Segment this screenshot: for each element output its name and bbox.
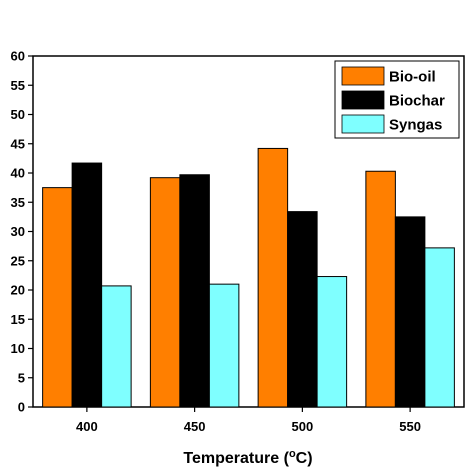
y-tick-label: 20 [11, 283, 25, 298]
bar-syngas-400 [101, 285, 132, 408]
bar-biochar-500 [287, 211, 318, 408]
y-tick-label: 15 [11, 312, 25, 327]
y-tick-label: 55 [11, 78, 25, 93]
legend-label-bio-oil: Bio-oil [389, 69, 436, 86]
bar-biochar-550 [394, 216, 426, 408]
legend-swatch-syngas [341, 114, 385, 134]
x-tick-label: 400 [76, 419, 98, 434]
x-tick-label: 500 [292, 419, 314, 434]
bars-group [42, 147, 455, 408]
bar-bio-oil-400 [42, 187, 73, 408]
legend: Bio-oil Biochar Syngas [334, 60, 460, 139]
x-tick-label: 550 [399, 419, 421, 434]
x-axis: 400 450 500 550 [76, 407, 421, 434]
y-tick-label: 60 [11, 49, 25, 64]
y-axis: 0 5 10 15 20 25 30 35 40 45 50 55 60 [11, 49, 33, 415]
legend-swatch-biochar [341, 90, 385, 110]
legend-swatch-bio-oil [341, 66, 385, 86]
bar-bio-oil-450 [149, 177, 181, 408]
y-tick-label: 35 [11, 195, 25, 210]
bar-syngas-550 [424, 247, 455, 408]
y-tick-label: 5 [18, 370, 25, 385]
bar-syngas-500 [316, 276, 348, 408]
bar-biochar-450 [179, 174, 210, 408]
bar-biochar-400 [71, 162, 103, 408]
y-tick-label: 30 [11, 224, 25, 239]
x-axis-title: Temperature (oC) [183, 448, 312, 467]
bar-bio-oil-550 [365, 170, 396, 408]
y-tick-label: 25 [11, 253, 25, 268]
y-tick-label: 50 [11, 107, 25, 122]
y-tick-label: 0 [18, 400, 25, 415]
x-tick-label: 450 [184, 419, 206, 434]
bar-bio-oil-500 [257, 147, 289, 408]
bar-syngas-450 [208, 283, 240, 408]
legend-label-syngas: Syngas [389, 117, 442, 134]
y-tick-label: 10 [11, 341, 25, 356]
legend-label-biochar: Biochar [389, 93, 445, 110]
y-tick-label: 40 [11, 166, 25, 181]
y-tick-label: 45 [11, 136, 25, 151]
